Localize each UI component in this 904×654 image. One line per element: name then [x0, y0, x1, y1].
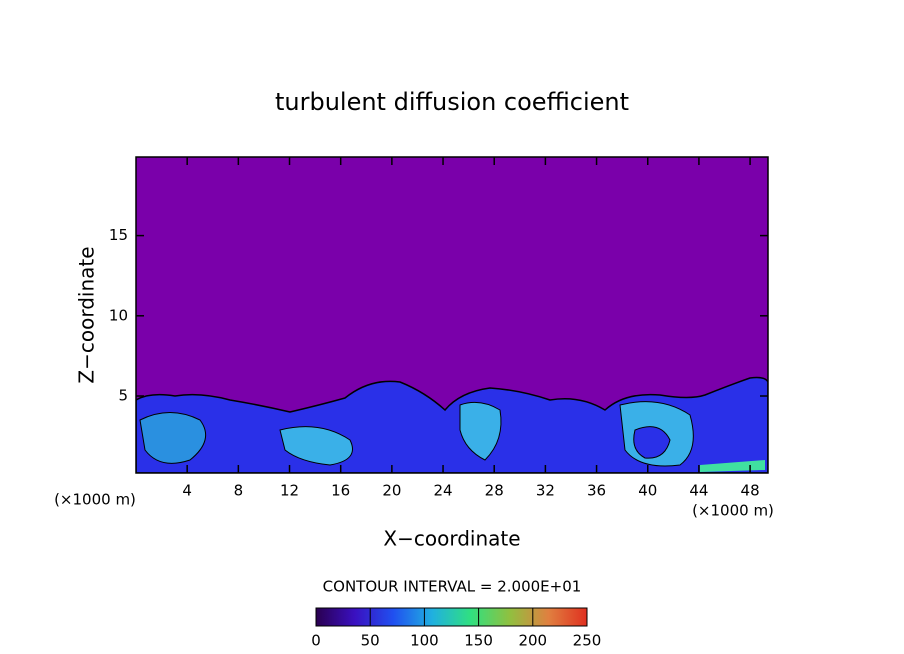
- y-tick-label: 15: [109, 226, 128, 244]
- field: [136, 157, 768, 473]
- colorbar-tick-label: 50: [361, 632, 380, 650]
- x-tick-label: 32: [536, 482, 555, 500]
- colorbar: [315, 607, 588, 627]
- contour-interval: CONTOUR INTERVAL = 2.000E+01: [323, 578, 582, 596]
- x-unit: (×1000 m): [692, 502, 774, 520]
- x-tick-label: 44: [689, 482, 708, 500]
- x-tick-label: 36: [587, 482, 606, 500]
- plot-frame: [135, 156, 769, 474]
- x-tick-label: 24: [433, 482, 452, 500]
- x-tick-label: 8: [234, 482, 244, 500]
- eddy: [633, 426, 671, 459]
- colorbar-tick-label: 150: [464, 632, 493, 650]
- x-tick-label: 4: [182, 482, 192, 500]
- colorbar-tick-label: 100: [410, 632, 439, 650]
- eddy: [700, 460, 765, 472]
- x-tick-label: 28: [485, 482, 504, 500]
- y-axis-label: Z−coordinate: [75, 246, 99, 383]
- colorbar-tick-label: 200: [518, 632, 547, 650]
- x-tick-label: 20: [382, 482, 401, 500]
- colorbar-tick-label: 250: [573, 632, 602, 650]
- eddy: [279, 426, 353, 466]
- y-unit: (×1000 m): [54, 491, 136, 509]
- y-tick-label: 10: [109, 306, 128, 324]
- x-tick-label: 12: [280, 482, 299, 500]
- x-tick-label: 16: [331, 482, 350, 500]
- eddy: [459, 401, 502, 461]
- y-tick-label: 5: [118, 387, 128, 405]
- x-tick-label: 48: [741, 482, 760, 500]
- eddy: [139, 412, 207, 464]
- x-axis-label: X−coordinate: [383, 527, 520, 551]
- chart-title: turbulent diffusion coefficient: [275, 88, 629, 116]
- colorbar-tick-label: 0: [311, 632, 321, 650]
- x-tick-label: 40: [638, 482, 657, 500]
